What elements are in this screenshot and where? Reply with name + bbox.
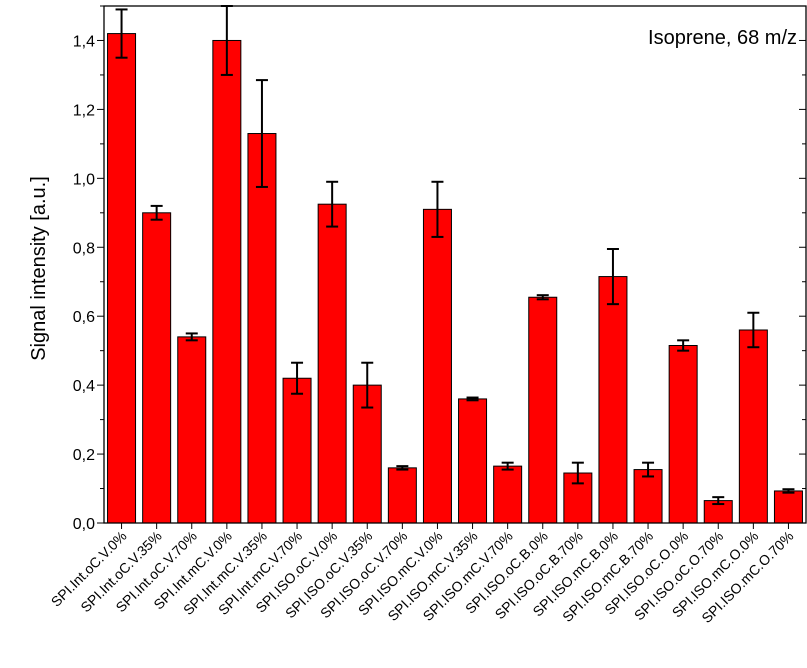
error-bar xyxy=(642,461,655,478)
error-bar xyxy=(712,496,725,506)
y-tick-label: 0,2 xyxy=(73,447,95,464)
error-bar xyxy=(466,396,479,402)
error-bar xyxy=(326,180,339,228)
bar xyxy=(317,203,347,524)
bar xyxy=(107,33,137,524)
error-bar xyxy=(115,8,128,59)
error-bar xyxy=(782,488,795,494)
bar xyxy=(282,377,312,524)
y-tick-label: 0,0 xyxy=(73,516,95,533)
y-tick-label: 0,4 xyxy=(73,378,95,395)
bar xyxy=(738,329,768,524)
bar xyxy=(422,208,452,524)
plot-frame xyxy=(103,5,807,524)
y-tick-label: 1,4 xyxy=(73,33,95,50)
y-tick-label: 0,8 xyxy=(73,240,95,257)
y-axis-title: Signal intensity [a.u.] xyxy=(28,176,50,361)
bars-layer xyxy=(107,33,803,524)
y-tick-label: 1,2 xyxy=(73,102,95,119)
error-bar xyxy=(606,247,619,306)
bar xyxy=(528,296,558,524)
error-bar xyxy=(150,204,163,221)
error-bar xyxy=(291,361,304,395)
chart-annotation: Isoprene, 68 m/z xyxy=(648,27,797,49)
x-axis-ticks: SPI.Int.oC.V.0%SPI.Int.oC.V.35%SPI.Int.o… xyxy=(48,523,797,626)
error-bar xyxy=(396,465,409,471)
error-bar xyxy=(185,332,198,342)
bar xyxy=(387,467,417,524)
bar xyxy=(633,469,663,524)
error-bar xyxy=(571,461,584,485)
bar xyxy=(212,39,242,524)
y-axis-ticks: 0,0 0,2 0,4 0,6 0,8 1,0 1,2 1,4 xyxy=(73,5,806,533)
error-bar xyxy=(361,361,374,409)
bar xyxy=(598,276,628,524)
bar xyxy=(247,133,277,524)
bar xyxy=(773,490,803,524)
error-bar xyxy=(431,180,444,238)
error-bar xyxy=(501,461,514,471)
bar xyxy=(668,344,698,524)
error-bar xyxy=(677,339,690,352)
error-bar xyxy=(255,79,268,188)
bar xyxy=(177,336,207,524)
error-bar xyxy=(747,311,760,349)
bar xyxy=(458,398,488,524)
bar xyxy=(142,212,172,524)
y-tick-label: 0,6 xyxy=(73,309,95,326)
bar xyxy=(493,465,523,524)
y-tick-label: 1,0 xyxy=(73,171,95,188)
error-bars-layer xyxy=(115,5,795,506)
error-bar xyxy=(536,294,549,301)
